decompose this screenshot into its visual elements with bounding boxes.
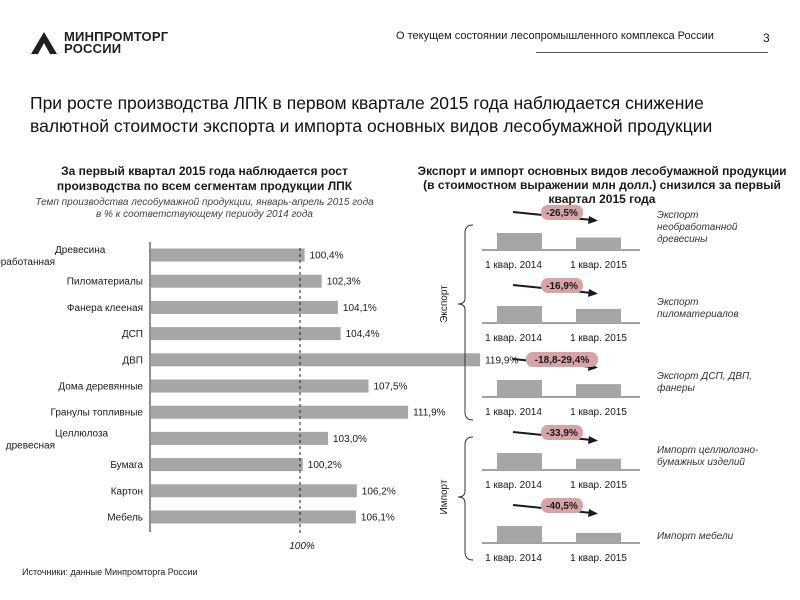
value-label: 102,3% [327,277,361,288]
bar [151,510,356,524]
bar [151,274,322,288]
category-label: Картон [111,486,143,497]
change-badge [541,278,583,293]
import-group-bracket [457,436,474,561]
panel-bar [576,384,621,397]
value-label: 100,2% [308,460,342,471]
bar [151,405,409,419]
ministry-logo-icon [31,32,57,54]
change-badge [541,205,583,220]
panel-category-label: 1 квар. 2014 [485,480,542,491]
bar [151,431,328,445]
bar [151,327,341,341]
value-label: 104,1% [343,303,377,314]
category-label: ДВП [122,355,143,366]
page-number: 3 [763,31,770,45]
panel-bar [497,233,542,250]
segment-label: Импорт мебели [657,531,734,542]
category-label-line: древесная [6,440,55,451]
panel-bar [497,306,542,323]
panel-bar [576,237,621,250]
value-label: 119,9% [485,355,518,366]
trend-arrowhead [588,509,598,517]
category-label: Целлюлоза древесная [6,428,109,451]
export-group-label: Экспорт [439,285,450,323]
panel-bar [576,532,621,543]
panel-category-label: 1 квар. 2015 [570,553,627,564]
value-label: 103,0% [333,434,367,445]
value-label: 100,4% [310,251,344,262]
category-label: Пиломатериалы [67,277,143,288]
category-label: Гранулы топливные [50,408,143,419]
segment-label: Экспорт пиломатериалов [657,297,739,320]
bar [151,248,305,262]
panel-bar [497,526,542,543]
page-title: При росте производства ЛПК в первом квар… [30,93,713,136]
category-label-line: Целлюлоза [55,428,109,439]
trend-arrowhead [588,216,598,224]
change-badge [541,425,583,440]
panel-category-label: 1 квар. 2014 [485,407,542,418]
change-badge-label: -26,5% [546,208,578,219]
bar [151,379,369,393]
value-label: 104,4% [346,329,380,340]
right-subtitle: Экспорт и импорт основных видов лесобума… [417,164,787,206]
logo: МИНПРОМТОРГ РОССИИ [30,30,168,56]
header-title: О текущем состоянии лесопромышленного ко… [396,30,714,42]
import-group-label: Импорт [439,479,450,514]
change-badge [526,352,598,367]
panel-category-label: 1 квар. 2014 [485,553,542,564]
bar [151,484,357,498]
trend-arrowhead [588,436,598,444]
segment-label: Экспорт необработанной древесины [657,210,738,245]
change-badge-label: -18,8-29,4% [535,355,590,366]
header-divider [536,52,768,53]
segment-label: Экспорт ДСП, ДВП, фанеры [657,371,753,394]
bar [151,353,481,367]
segment-label: Импорт целлюлозно-бумажных изделий [657,445,759,468]
value-label: 111,9% [413,408,446,419]
category-label-line: Древесина [55,245,106,256]
change-badge-label: -33,9% [546,428,578,439]
category-label: Фанера клееная [67,303,143,314]
change-badge-label: -40,5% [546,501,578,512]
panel-bar [497,380,542,397]
reference-label: 100% [289,541,315,552]
category-label: Древесинанеобработанная [0,245,106,268]
category-label-line: необработанная [0,256,55,268]
panel-category-label: 1 квар. 2015 [570,333,627,344]
panel-category-label: 1 квар. 2014 [485,260,542,271]
panel-bar [497,453,542,470]
left-chart-note: Темп производства лесобумажной продукции… [35,197,374,220]
value-label: 106,1% [361,513,395,524]
panel-bar [576,308,621,323]
panel-category-label: 1 квар. 2015 [570,260,627,271]
panel-bar [576,458,621,470]
category-label: Бумага [110,460,143,471]
trend-arrowhead [588,289,598,297]
logo-text: МИНПРОМТОРГ РОССИИ [64,29,169,56]
logo-line-2: РОССИИ [64,41,122,56]
value-label: 107,5% [374,382,408,393]
bar [151,458,303,472]
logo-line-1: МИНПРОМТОРГ [64,29,169,44]
category-label: Дома деревянные [58,382,143,393]
source-note: Источники: данные Минпромторга России [22,567,198,577]
panel-category-label: 1 квар. 2015 [570,407,627,418]
export-group-bracket [457,224,474,421]
value-label: 106,2% [362,486,396,497]
panel-category-label: 1 квар. 2014 [485,333,542,344]
category-label: ДСП [122,329,143,340]
bar [151,300,338,314]
panel-category-label: 1 квар. 2015 [570,480,627,491]
category-label: Мебель [107,512,143,524]
change-badge-label: -16,9% [546,281,578,292]
left-subtitle: За первый квартал 2015 года наблюдается … [56,164,353,193]
change-badge [541,498,583,513]
